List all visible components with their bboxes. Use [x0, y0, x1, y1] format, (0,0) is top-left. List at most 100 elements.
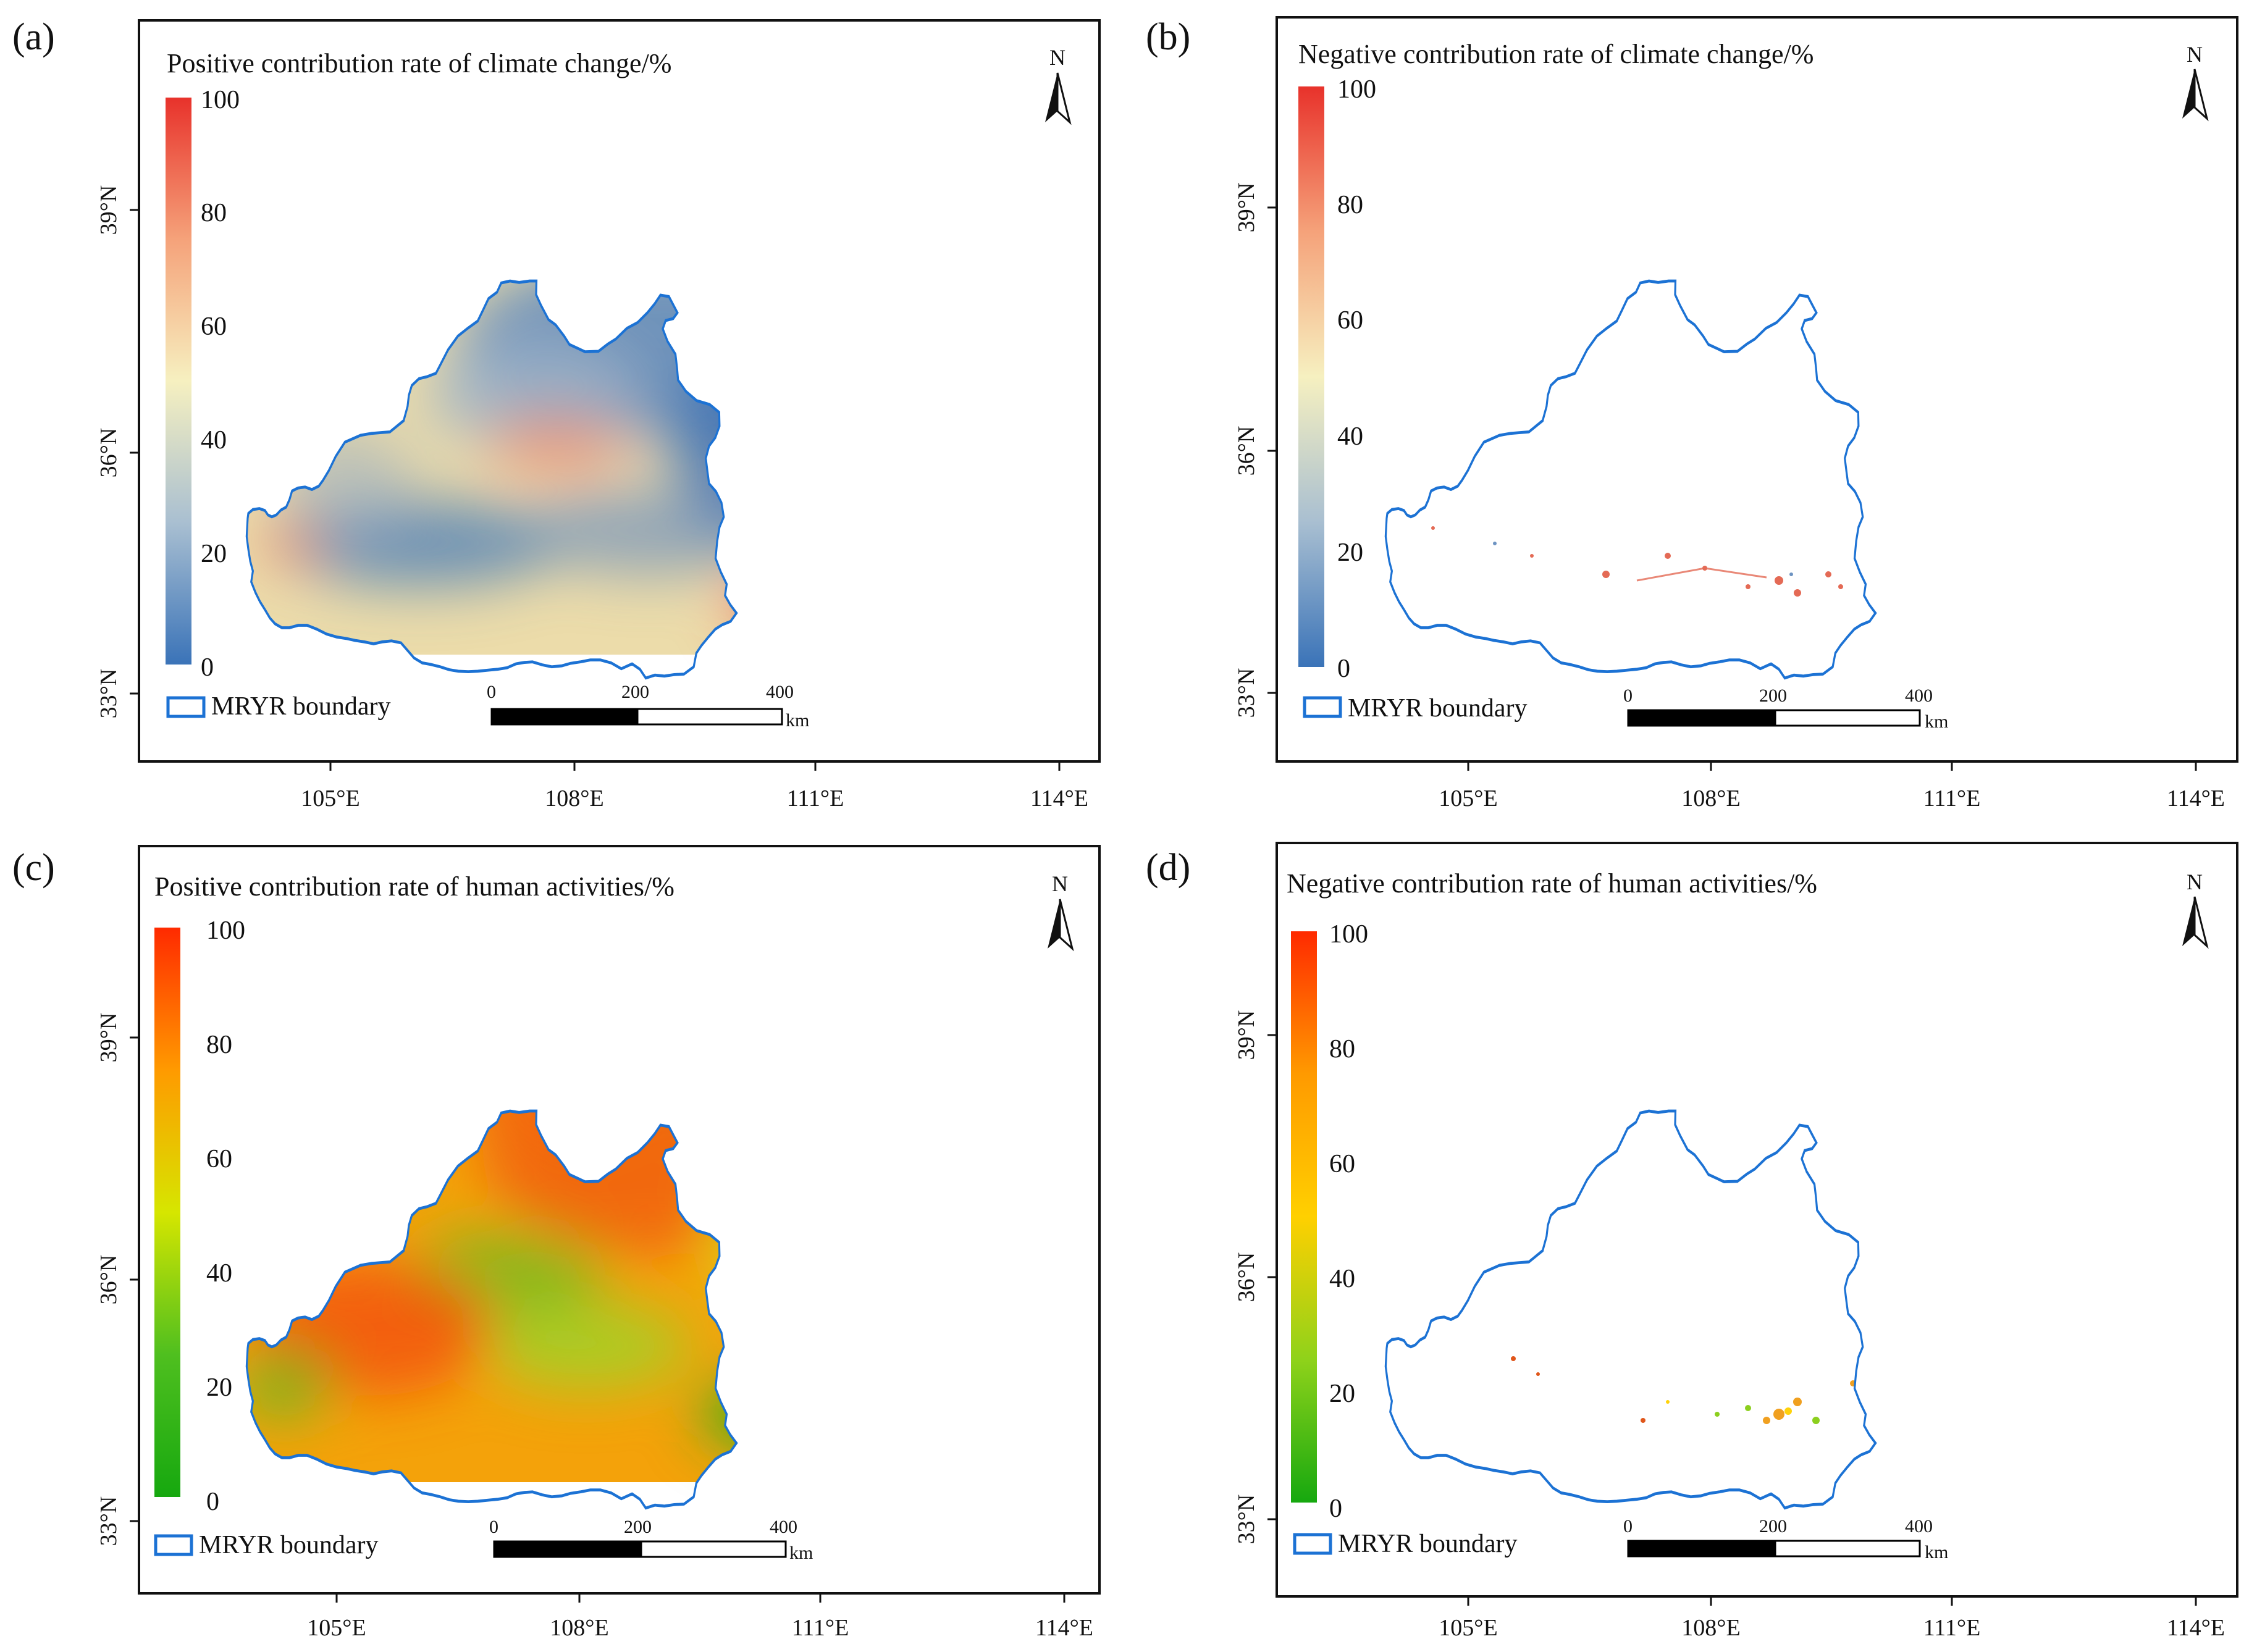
scale-label-200: 200 — [624, 1517, 652, 1537]
map-title: Negative contribution rate of human acti… — [1287, 868, 1817, 899]
figure-canvas: (a) Positive contribution rate of climat… — [0, 0, 2257, 1652]
colorbar-tick-80: 80 — [1329, 1035, 1355, 1063]
lon-tick-108: 108°E — [550, 1615, 608, 1641]
raster-fill — [1371, 895, 2199, 1482]
lon-tick-111: 111°E — [1923, 1615, 1981, 1641]
scale-label-400: 400 — [1905, 1516, 1933, 1537]
lon-tick-105: 105°E — [307, 1615, 366, 1641]
lat-tick-39: 39°N — [1234, 183, 1259, 233]
north-arrow-icon — [2182, 897, 2195, 946]
north-letter: N — [2187, 870, 2203, 894]
lat-tick-39: 39°N — [96, 185, 122, 235]
map-title: Negative contribution rate of climate ch… — [1298, 39, 1814, 69]
scale-unit: km — [1925, 1542, 1948, 1562]
legend-label: MRYR boundary — [1348, 694, 1528, 723]
scale-label-200: 200 — [621, 682, 649, 702]
map-title: Positive contribution rate of human acti… — [154, 871, 675, 902]
panel-a: (a) Positive contribution rate of climat… — [12, 16, 1099, 811]
panel-letter: (b) — [1146, 16, 1190, 58]
lon-tick-108: 108°E — [545, 786, 603, 811]
lat-tick-36: 36°N — [96, 1255, 122, 1305]
scale-label-0: 0 — [489, 1517, 498, 1537]
colorbar-tick-60: 60 — [206, 1145, 232, 1173]
legend-label: MRYR boundary — [199, 1531, 379, 1559]
colorbar — [1298, 86, 1324, 667]
lat-tick-39: 39°N — [1234, 1010, 1259, 1060]
panel-d: (d) Negative contribution rate of human … — [1146, 843, 2237, 1641]
panel-c: (c) Positive contribution rate of human … — [12, 846, 1099, 1641]
north-letter: N — [1049, 45, 1065, 70]
scale-unit: km — [1925, 711, 1948, 732]
lon-tick-111: 111°E — [1923, 786, 1981, 811]
lat-tick-36: 36°N — [96, 428, 122, 478]
lon-tick-114: 114°E — [1030, 786, 1088, 811]
scale-label-400: 400 — [766, 682, 794, 702]
scale-bar-filled — [494, 1541, 641, 1557]
lon-tick-105: 105°E — [1439, 1615, 1497, 1641]
colorbar-tick-20: 20 — [201, 540, 227, 568]
scale-unit: km — [786, 710, 809, 731]
scale-bar-empty — [637, 709, 782, 724]
panel-b: (b) Negative contribution rate of climat… — [1146, 16, 2237, 811]
scale-bar-empty — [1775, 1541, 1920, 1556]
scale-unit: km — [789, 1543, 813, 1563]
colorbar-tick-40: 40 — [201, 426, 227, 455]
legend-boundary-swatch — [168, 698, 204, 716]
scale-bar-filled — [1628, 1541, 1775, 1556]
colorbar-tick-80: 80 — [206, 1031, 232, 1059]
colorbar-tick-60: 60 — [201, 312, 227, 341]
legend-boundary-swatch — [1295, 1535, 1330, 1553]
legend-boundary-swatch — [156, 1536, 191, 1554]
lon-tick-108: 108°E — [1681, 1615, 1740, 1641]
colorbar — [154, 928, 180, 1497]
colorbar-tick-40: 40 — [1329, 1265, 1355, 1293]
lon-tick-111: 111°E — [787, 786, 844, 811]
north-letter: N — [2187, 42, 2203, 67]
north-arrow-icon — [2182, 69, 2195, 119]
lat-tick-36: 36°N — [1234, 426, 1259, 476]
colorbar-tick-60: 60 — [1337, 306, 1363, 335]
colorbar — [166, 98, 191, 665]
scale-label-400: 400 — [770, 1517, 797, 1537]
lon-tick-114: 114°E — [2167, 786, 2225, 811]
raster-fill — [235, 179, 1056, 655]
lat-tick-33: 33°N — [96, 1496, 122, 1546]
lon-tick-114: 114°E — [1035, 1615, 1093, 1641]
lon-tick-111: 111°E — [792, 1615, 849, 1641]
colorbar-tick-100: 100 — [206, 916, 245, 945]
raster-fill — [235, 895, 1062, 1482]
scale-label-0: 0 — [1623, 1516, 1633, 1537]
lat-tick-33: 33°N — [1234, 1495, 1259, 1545]
lat-tick-33: 33°N — [96, 669, 122, 719]
north-arrow-icon — [1045, 73, 1057, 122]
raster-fill — [1371, 247, 2193, 655]
colorbar-tick-0: 0 — [206, 1488, 219, 1516]
legend-label: MRYR boundary — [211, 692, 391, 721]
colorbar-tick-80: 80 — [1337, 191, 1363, 219]
scale-label-0: 0 — [1623, 686, 1633, 706]
colorbar-tick-0: 0 — [1337, 655, 1350, 683]
north-letter: N — [1052, 871, 1068, 896]
legend-label: MRYR boundary — [1338, 1530, 1518, 1558]
colorbar-tick-20: 20 — [1337, 539, 1363, 567]
colorbar-tick-100: 100 — [1329, 920, 1368, 949]
colorbar-tick-20: 20 — [1329, 1380, 1355, 1408]
lon-tick-105: 105°E — [1439, 786, 1497, 811]
panel-letter: (c) — [12, 847, 55, 889]
lat-tick-39: 39°N — [96, 1013, 122, 1063]
lat-tick-36: 36°N — [1234, 1252, 1259, 1302]
map-title: Positive contribution rate of climate ch… — [167, 48, 671, 78]
colorbar-tick-60: 60 — [1329, 1150, 1355, 1178]
colorbar-tick-40: 40 — [206, 1259, 232, 1288]
scale-bar-filled — [1628, 710, 1775, 726]
scale-label-0: 0 — [487, 682, 496, 702]
colorbar-tick-100: 100 — [201, 86, 240, 114]
panel-letter: (d) — [1146, 847, 1190, 889]
colorbar-tick-80: 80 — [201, 199, 227, 227]
lon-tick-114: 114°E — [2167, 1615, 2225, 1641]
scale-bar-empty — [1775, 710, 1920, 726]
lat-tick-33: 33°N — [1234, 668, 1259, 718]
lon-tick-108: 108°E — [1681, 786, 1740, 811]
colorbar-tick-0: 0 — [201, 653, 214, 682]
scale-label-200: 200 — [1759, 1516, 1787, 1537]
